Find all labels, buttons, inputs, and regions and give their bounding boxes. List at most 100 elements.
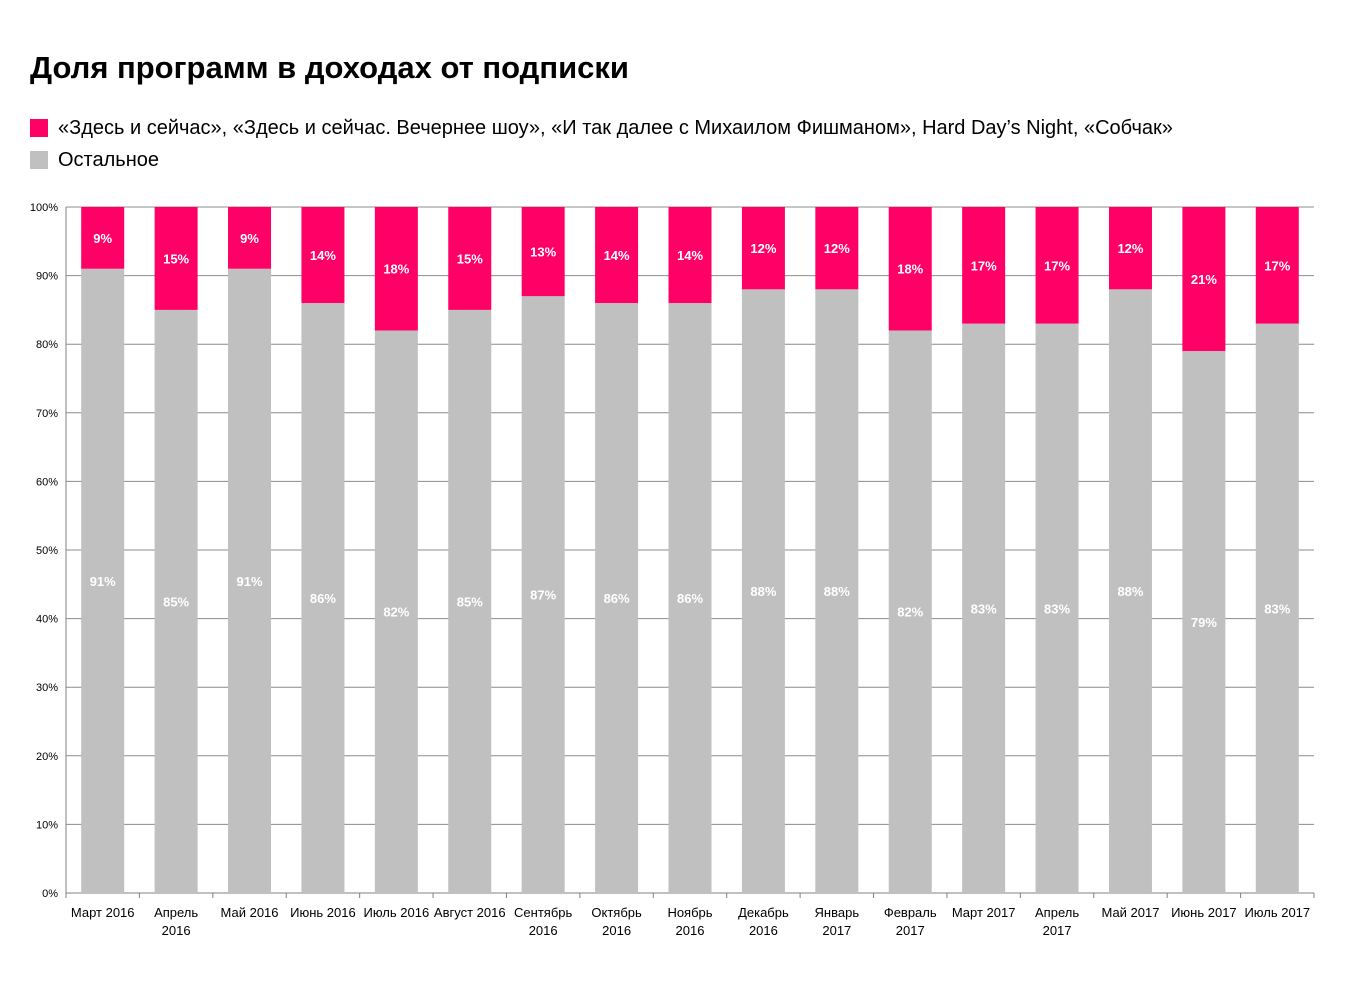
bar-segment-programs (815, 207, 859, 290)
bar-segment-programs (1108, 207, 1152, 290)
data-label-other: 83% (971, 601, 997, 616)
bar-segment-other (962, 323, 1006, 893)
y-tick-label: 0% (42, 888, 58, 900)
bar-segment-programs (448, 207, 492, 310)
data-label-other: 85% (457, 594, 483, 609)
data-label-programs: 17% (1264, 258, 1290, 273)
data-label-programs: 14% (310, 248, 336, 263)
bar-segment-other (1182, 351, 1226, 893)
data-label-other: 91% (90, 574, 116, 589)
x-category-label: Август 2016 (434, 905, 506, 920)
x-category-label: Май 2017 (1101, 905, 1159, 920)
data-label-other: 88% (1117, 584, 1143, 599)
x-category-label: Октябрь (591, 905, 642, 920)
data-label-programs: 18% (383, 262, 409, 277)
x-category-label: 2016 (676, 923, 705, 938)
y-tick-label: 40% (36, 614, 58, 626)
legend-swatch-programs (30, 119, 48, 137)
data-label-programs: 21% (1191, 272, 1217, 287)
bar-segment-programs (521, 207, 565, 297)
data-label-programs: 17% (971, 258, 997, 273)
x-category-label: Февраль (884, 905, 937, 920)
x-category-label: Июль 2016 (364, 905, 430, 920)
x-category-label: Ноябрь (667, 905, 712, 920)
data-label-programs: 14% (604, 248, 630, 263)
x-category-label: Июль 2017 (1244, 905, 1310, 920)
bar-segment-other (1108, 289, 1152, 893)
data-label-other: 83% (1264, 601, 1290, 616)
y-tick-label: 50% (36, 545, 58, 557)
data-label-programs: 9% (240, 231, 259, 246)
bar-segment-other (301, 303, 345, 893)
data-label-other: 79% (1191, 615, 1217, 630)
data-label-other: 82% (383, 605, 409, 620)
data-label-other: 91% (237, 574, 263, 589)
data-label-programs: 12% (750, 241, 776, 256)
bar-segment-other (888, 330, 932, 894)
x-category-label: Март 2017 (952, 905, 1016, 920)
data-label-programs: 12% (1117, 241, 1143, 256)
data-label-programs: 9% (93, 231, 112, 246)
data-label-other: 83% (1044, 601, 1070, 616)
x-category-label: 2016 (749, 923, 778, 938)
bar-segment-other (815, 289, 859, 893)
bar-segment-programs (888, 207, 932, 331)
legend-item-other: Остальное (30, 144, 1173, 176)
bar-segment-other (374, 330, 418, 894)
bar-segment-other (448, 309, 492, 893)
data-label-other: 88% (750, 584, 776, 599)
bar-segment-programs (1035, 207, 1079, 324)
y-tick-label: 60% (36, 476, 58, 488)
data-label-programs: 18% (897, 262, 923, 277)
legend-label-programs: «Здесь и сейчас», «Здесь и сейчас. Вечер… (58, 116, 1173, 139)
chart-legend: «Здесь и сейчас», «Здесь и сейчас. Вечер… (30, 112, 1173, 176)
x-category-label: Январь (815, 905, 860, 920)
bar-segment-other (1035, 323, 1079, 893)
bar-segment-programs (374, 207, 418, 331)
data-label-other: 86% (677, 591, 703, 606)
x-category-label: Июнь 2017 (1171, 905, 1237, 920)
bar-segment-other (741, 289, 785, 893)
x-category-label: 2016 (602, 923, 631, 938)
chart-title: Доля программ в доходах от подписки (30, 50, 629, 85)
bar-segment-other (1255, 323, 1299, 893)
x-category-label: 2016 (162, 923, 191, 938)
bar-segment-other (154, 309, 198, 893)
bar-segment-other (81, 268, 125, 893)
bar-segment-other (521, 296, 565, 893)
bar-segment-programs (962, 207, 1006, 324)
y-tick-label: 20% (36, 751, 58, 763)
x-category-label: Март 2016 (71, 905, 135, 920)
data-label-other: 86% (310, 591, 336, 606)
data-label-programs: 13% (530, 245, 556, 260)
x-category-label: 2017 (896, 923, 925, 938)
x-category-label: Апрель (154, 905, 198, 920)
legend-item-programs: «Здесь и сейчас», «Здесь и сейчас. Вечер… (30, 112, 1173, 144)
data-label-programs: 14% (677, 248, 703, 263)
bar-segment-other (595, 303, 639, 893)
bar-segment-programs (1255, 207, 1299, 324)
data-label-other: 85% (163, 594, 189, 609)
x-category-label: Декабрь (738, 905, 789, 920)
data-label-programs: 15% (163, 251, 189, 266)
legend-swatch-other (30, 151, 48, 169)
bar-segment-programs (595, 207, 639, 304)
x-category-label: Апрель (1035, 905, 1079, 920)
bar-segment-programs (154, 207, 198, 310)
y-tick-label: 70% (36, 408, 58, 420)
bar-segment-programs (668, 207, 712, 304)
y-tick-label: 30% (36, 682, 58, 694)
legend-label-other: Остальное (58, 148, 159, 171)
x-category-label: Сентябрь (514, 905, 572, 920)
bar-segment-programs (741, 207, 785, 290)
data-label-programs: 15% (457, 251, 483, 266)
data-label-other: 86% (604, 591, 630, 606)
bar-segment-programs (1182, 207, 1226, 352)
bar-segment-programs (228, 207, 272, 269)
bar-segment-programs (81, 207, 125, 269)
x-category-label: Июнь 2016 (290, 905, 356, 920)
y-tick-label: 10% (36, 819, 58, 831)
y-tick-label: 90% (36, 271, 58, 283)
y-tick-label: 80% (36, 339, 58, 351)
